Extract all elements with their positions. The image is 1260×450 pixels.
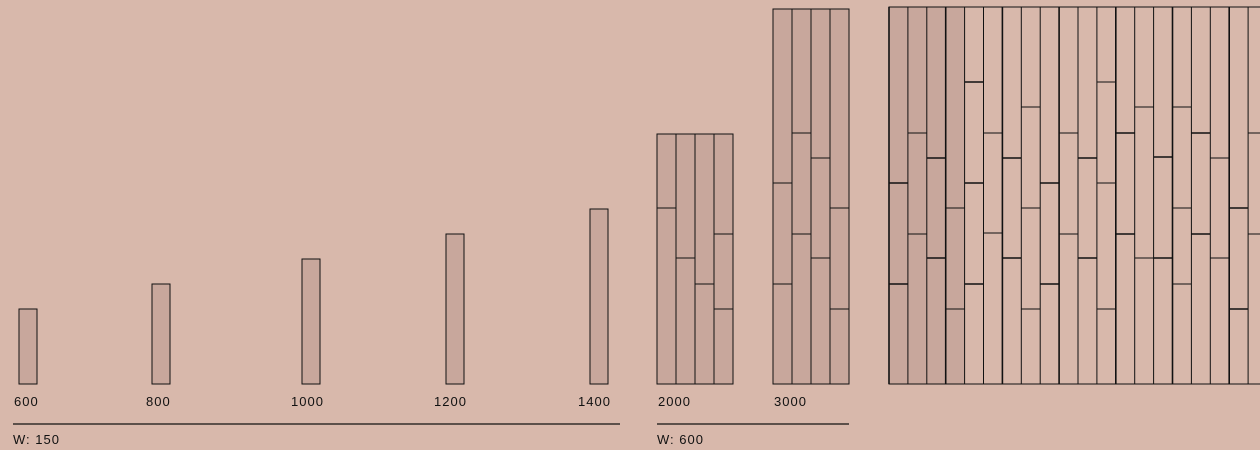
single-planks-group — [18, 208, 609, 385]
length-label-1400: 1400 — [578, 394, 611, 409]
length-label-800: 800 — [146, 394, 171, 409]
single-plank-1400 — [589, 208, 609, 385]
panel-3000 — [772, 8, 850, 385]
single-plank-1000 — [301, 258, 321, 385]
width-label-w600: W: 600 — [657, 432, 704, 447]
panel-2000 — [656, 133, 734, 385]
installed-floor-pattern — [888, 6, 1260, 385]
length-label-3000: 3000 — [774, 394, 807, 409]
width-label-w150: W: 150 — [13, 432, 60, 447]
single-plank-600 — [18, 308, 38, 385]
panels-group — [656, 8, 850, 385]
single-plank-1200 — [445, 233, 465, 385]
length-label-600: 600 — [14, 394, 39, 409]
length-label-1200: 1200 — [434, 394, 467, 409]
length-label-1000: 1000 — [291, 394, 324, 409]
single-plank-800 — [151, 283, 171, 385]
length-label-2000: 2000 — [658, 394, 691, 409]
